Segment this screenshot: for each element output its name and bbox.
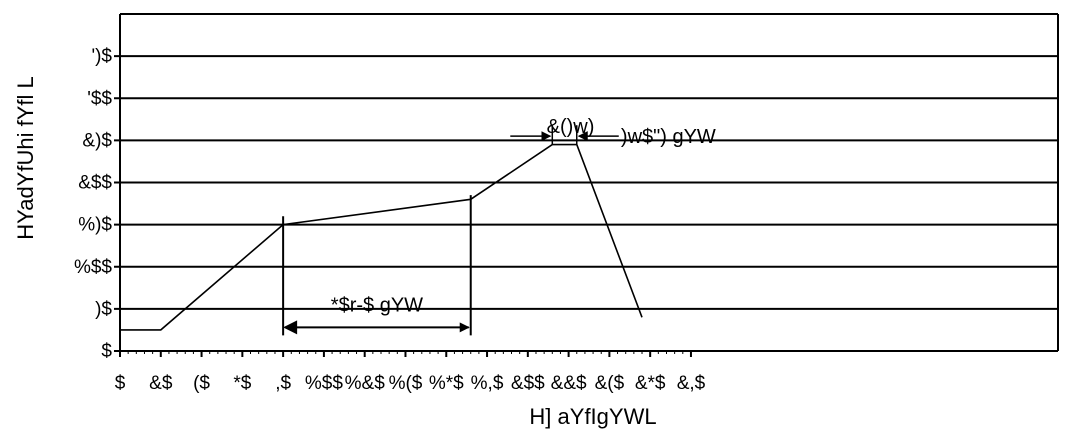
axes bbox=[114, 14, 1058, 357]
x-tick-label: %*$ bbox=[429, 373, 464, 394]
x-tick-label: $ bbox=[115, 373, 126, 394]
grid-lines bbox=[120, 13, 1059, 351]
y-tick-labels: $ )$ %$$ %)$ &$$ &)$ '$$ ')$ bbox=[74, 46, 112, 362]
x-tick-label: &($ bbox=[595, 373, 625, 394]
y-tick-label: %)$ bbox=[78, 215, 112, 236]
y-tick-label: &$$ bbox=[78, 173, 112, 194]
x-tick-label: &$$ bbox=[511, 373, 545, 394]
x-tick-label: &$ bbox=[149, 373, 173, 394]
y-tick-label: '$$ bbox=[87, 88, 112, 109]
x-tick-label: %&$ bbox=[345, 373, 386, 394]
y-tick-label: )$ bbox=[95, 299, 112, 320]
x-axis-title: H] aYfIgYWL bbox=[529, 404, 656, 429]
x-tick-label: *$ bbox=[233, 373, 251, 394]
annotation-label-duration: *$r-$ gYW bbox=[331, 294, 423, 316]
annotation-label-hold: )w$") gYW bbox=[621, 126, 716, 148]
y-axis-title: HYadYfUhi fYfl L bbox=[13, 76, 38, 239]
annotations: *$r-$ gYW &()w) )w$") gYW bbox=[282, 116, 716, 336]
y-tick-label: %$$ bbox=[74, 257, 112, 278]
x-tick-label: &&$ bbox=[551, 373, 587, 394]
x-tick-label: %$$ bbox=[305, 373, 343, 394]
dimension-arrowhead-left bbox=[283, 320, 298, 335]
x-tick-label: %,$ bbox=[471, 373, 504, 394]
y-tick-label: ')$ bbox=[91, 46, 112, 67]
x-tick-labels: $ &$ ($ *$ ,$ %$$ %&$ %($ %*$ %,$ &$$ &&$ &($ &*$ &,$ bbox=[115, 373, 706, 394]
x-tick-label: &*$ bbox=[635, 373, 666, 394]
annotation-label-plateau: &()w) bbox=[547, 116, 595, 138]
x-tick-label: ($ bbox=[193, 373, 210, 394]
x-tick-label: &,$ bbox=[677, 373, 706, 394]
x-tick-label: %($ bbox=[389, 373, 423, 394]
y-tick-label: &)$ bbox=[82, 130, 112, 151]
x-tick-label: ,$ bbox=[275, 373, 291, 394]
y-tick-label: $ bbox=[101, 341, 112, 362]
